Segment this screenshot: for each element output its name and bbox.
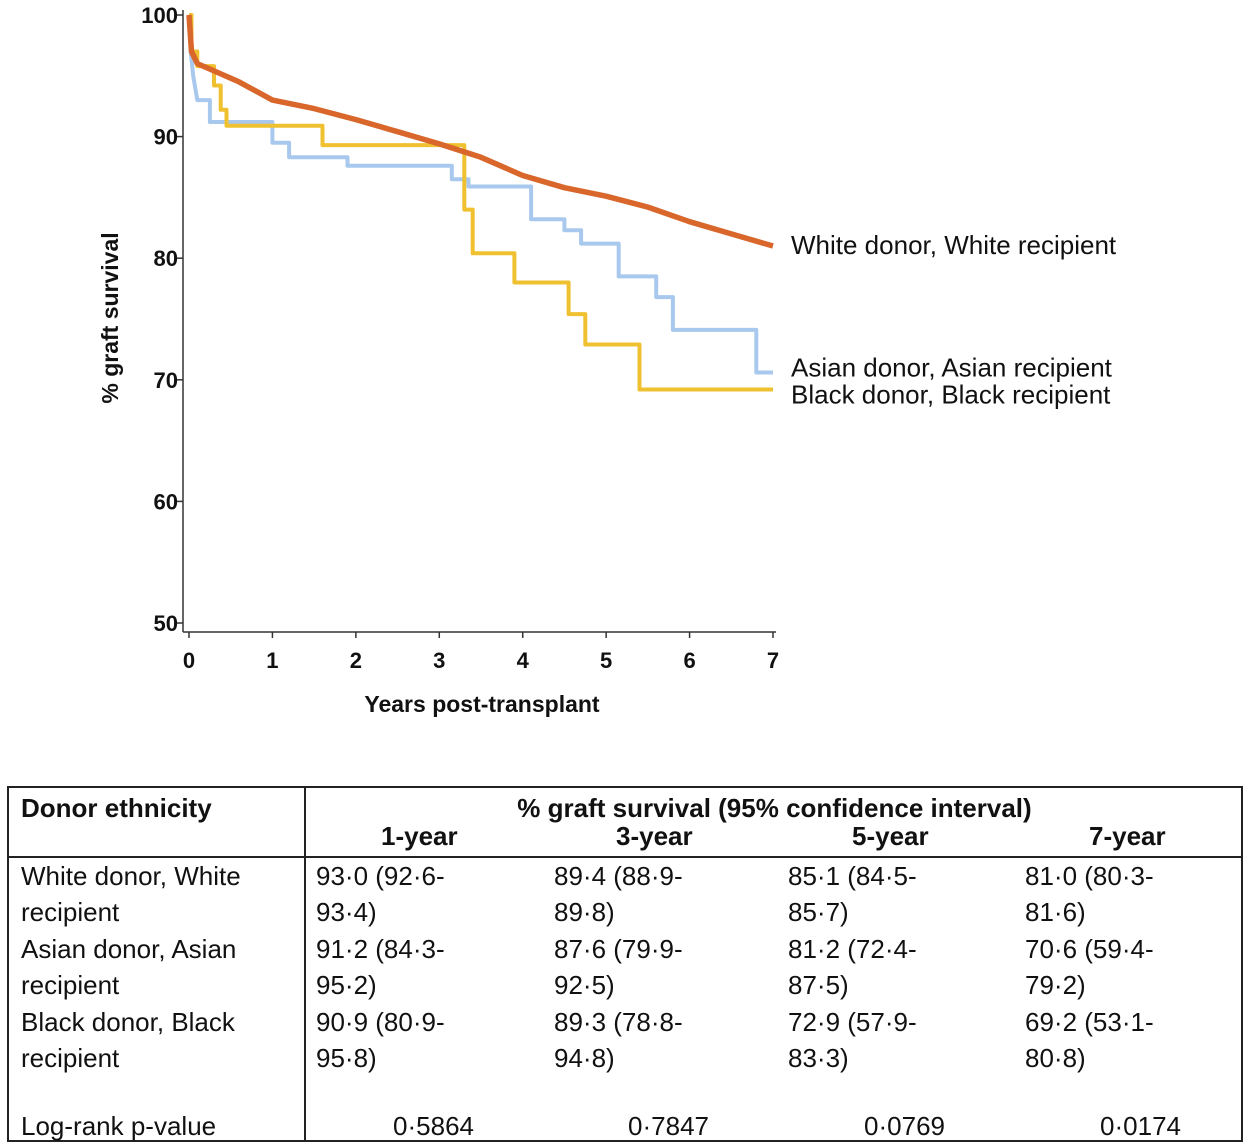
cell-white-5y: 85·1 (84·5- 85·7) — [788, 861, 917, 927]
cell-black-1y: 90·9 (80·9- 95·8) — [316, 1007, 445, 1073]
y-tick-label: 70 — [154, 368, 178, 393]
y-tick-label: 60 — [154, 489, 178, 514]
table-header-divider — [9, 856, 1241, 858]
x-tick-label: 3 — [433, 648, 445, 673]
table-column-divider — [304, 788, 306, 1140]
y-tick-label: 90 — [154, 125, 178, 150]
column-header-5-year: 5-year — [852, 821, 929, 851]
series-label-asian: Asian donor, Asian recipient — [791, 353, 1113, 383]
pvalue-label: Log-rank p-value — [21, 1111, 217, 1141]
y-axis-title: % graft survival — [97, 232, 123, 403]
cell-asian-3y: 87·6 (79·9- 92·5) — [554, 934, 683, 1000]
series-line-black — [189, 13, 773, 392]
series-label-black: Black donor, Black recipient — [791, 380, 1111, 410]
series-line-white — [186, 14, 774, 249]
y-tick-label: 100 — [141, 3, 178, 28]
x-tick-label: 5 — [600, 648, 612, 673]
cell-white-7y: 81·0 (80·3- 81·6) — [1025, 861, 1154, 927]
survival-chart: 50 60 70 80 90 100 0 1 2 3 4 5 6 7 White donor, White… — [97, 3, 1117, 717]
cell-black-5y: 72·9 (57·9- 83·3) — [788, 1007, 917, 1073]
x-tick-label: 4 — [517, 648, 530, 673]
x-tick-label: 0 — [183, 648, 195, 673]
pvalue-7y: 0·0174 — [1100, 1111, 1181, 1141]
chart-axes: 50 60 70 80 90 100 0 1 2 3 4 5 6 7 — [141, 3, 779, 673]
pvalue-3y: 0·7847 — [628, 1111, 709, 1141]
series-line-asian — [187, 14, 773, 375]
x-tick-label: 2 — [350, 648, 362, 673]
survival-table: Donor ethnicity % graft survival (95% co… — [7, 786, 1243, 1142]
cell-black-7y: 69·2 (53·1- 80·8) — [1025, 1007, 1154, 1073]
cell-asian-5y: 81·2 (72·4- 87·5) — [788, 934, 917, 1000]
table-header-group: % graft survival (95% confidence interva… — [517, 793, 1032, 823]
cell-white-1y: 93·0 (92·6- 93·4) — [316, 861, 445, 927]
series-labels: White donor, White recipient Asian donor,… — [791, 230, 1117, 409]
row-label-white: White donor, White recipient — [21, 861, 241, 927]
column-header-1-year: 1-year — [381, 821, 458, 851]
x-tick-label: 7 — [767, 648, 779, 673]
cell-white-3y: 89·4 (88·9- 89·8) — [554, 861, 683, 927]
row-label-black: Black donor, Black recipient — [21, 1007, 235, 1073]
series-label-white: White donor, White recipient — [791, 230, 1117, 260]
column-header-3-year: 3-year — [616, 821, 693, 851]
pvalue-5y: 0·0769 — [864, 1111, 945, 1141]
pvalue-1y: 0·5864 — [393, 1111, 474, 1141]
table-header-donor-ethnicity: Donor ethnicity — [21, 793, 212, 823]
cell-asian-1y: 91·2 (84·3- 95·2) — [316, 934, 445, 1000]
x-axis-title: Years post-transplant — [364, 691, 600, 717]
x-tick-label: 1 — [266, 648, 278, 673]
series-layer — [186, 13, 774, 392]
cell-black-3y: 89·3 (78·8- 94·8) — [554, 1007, 683, 1073]
x-tick-label: 6 — [683, 648, 695, 673]
y-tick-label: 50 — [154, 611, 178, 636]
row-label-asian: Asian donor, Asian recipient — [21, 934, 237, 1000]
cell-asian-7y: 70·6 (59·4- 79·2) — [1025, 934, 1154, 1000]
y-tick-label: 80 — [154, 246, 178, 271]
column-header-7-year: 7-year — [1089, 821, 1166, 851]
